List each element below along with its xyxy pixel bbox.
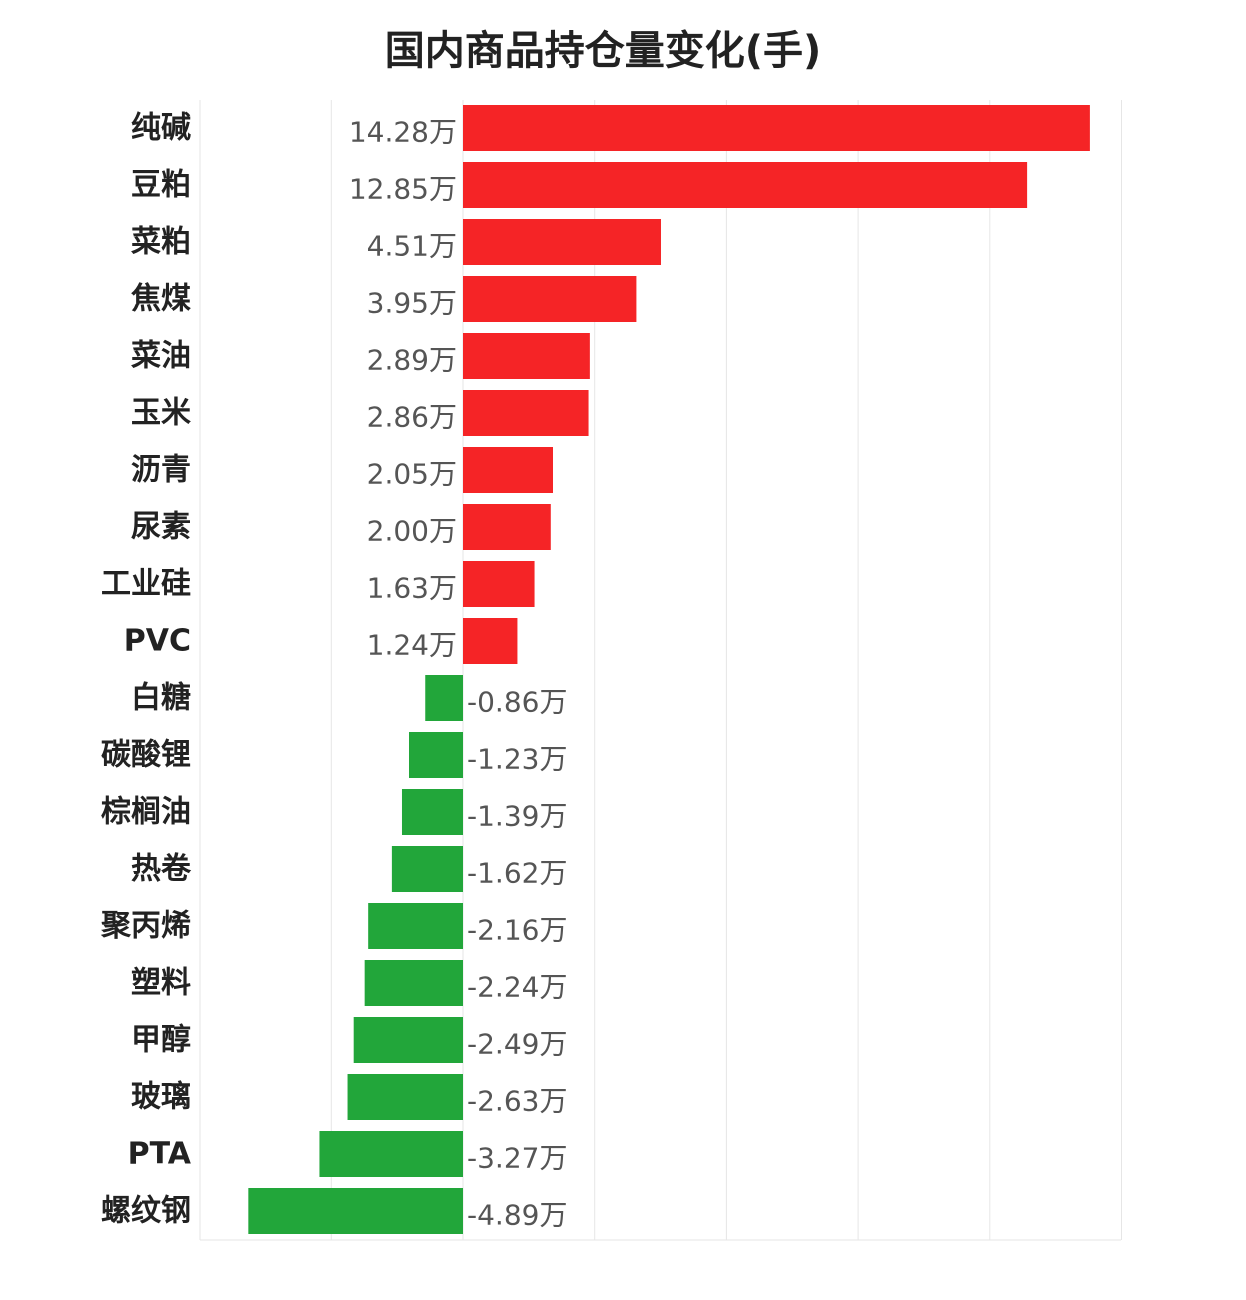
value-label: -4.89万 bbox=[467, 1199, 567, 1232]
bar-0 bbox=[463, 105, 1090, 151]
bar-5 bbox=[463, 390, 589, 436]
bar-4 bbox=[463, 333, 590, 379]
bar-15 bbox=[364, 960, 463, 1006]
bar-13 bbox=[391, 846, 463, 892]
grid-lines bbox=[199, 100, 1122, 1241]
value-label: -1.23万 bbox=[467, 743, 567, 776]
bar-6 bbox=[463, 447, 553, 493]
value-label: 12.85万 bbox=[349, 173, 457, 206]
category-label: PTA bbox=[128, 1137, 192, 1172]
value-label: -0.86万 bbox=[467, 686, 567, 719]
value-label: -2.63万 bbox=[467, 1085, 567, 1118]
category-label: 白糖 bbox=[131, 681, 191, 716]
category-label: 焦煤 bbox=[131, 282, 191, 317]
value-label: 14.28万 bbox=[349, 116, 457, 149]
bar-3 bbox=[463, 276, 637, 322]
bar-10 bbox=[425, 675, 463, 721]
bar-12 bbox=[401, 789, 463, 835]
value-label: 3.95万 bbox=[367, 287, 457, 320]
bar-14 bbox=[368, 903, 463, 949]
value-label: -3.27万 bbox=[467, 1142, 567, 1175]
category-label: PVC bbox=[124, 624, 191, 659]
bar-17 bbox=[347, 1074, 463, 1120]
category-label: 塑料 bbox=[131, 966, 191, 1001]
value-label: 2.05万 bbox=[367, 458, 457, 491]
bar-7 bbox=[463, 504, 551, 550]
value-label: 4.51万 bbox=[367, 230, 457, 263]
bar-2 bbox=[463, 219, 661, 265]
value-label: 2.86万 bbox=[367, 401, 457, 434]
category-label: 豆粕 bbox=[131, 168, 191, 203]
category-label: 螺纹钢 bbox=[101, 1194, 191, 1229]
category-label: 纯碱 bbox=[131, 111, 191, 146]
value-label: -2.16万 bbox=[467, 914, 567, 947]
category-label: 玻璃 bbox=[131, 1080, 191, 1115]
value-label: -2.49万 bbox=[467, 1028, 567, 1061]
category-label: 沥青 bbox=[131, 453, 191, 488]
bar-8 bbox=[463, 561, 535, 607]
bar-19 bbox=[248, 1188, 463, 1234]
category-label: 尿素 bbox=[131, 510, 191, 545]
category-label: 聚丙烯 bbox=[100, 909, 191, 944]
category-label: 棕榈油 bbox=[101, 795, 191, 830]
bar-16 bbox=[353, 1017, 463, 1063]
category-label: 玉米 bbox=[131, 396, 191, 431]
chart-title: 国内商品持仓量变化(手) bbox=[384, 28, 822, 74]
value-label: -1.62万 bbox=[467, 857, 567, 890]
bar-9 bbox=[463, 618, 518, 664]
bar-11 bbox=[409, 732, 463, 778]
value-label: 1.24万 bbox=[367, 629, 457, 662]
category-label: 碳酸锂 bbox=[101, 738, 191, 773]
category-label: 菜油 bbox=[131, 339, 191, 374]
value-label: 2.00万 bbox=[367, 515, 457, 548]
category-label: 热卷 bbox=[131, 852, 192, 887]
value-label: 2.89万 bbox=[367, 344, 457, 377]
value-label: -2.24万 bbox=[467, 971, 567, 1004]
category-label: 工业硅 bbox=[101, 567, 191, 602]
value-label: 1.63万 bbox=[367, 572, 457, 605]
bars bbox=[248, 105, 1090, 1234]
category-label: 甲醇 bbox=[131, 1023, 191, 1058]
category-label: 菜粕 bbox=[131, 225, 191, 260]
bar-1 bbox=[463, 162, 1028, 208]
value-label: -1.39万 bbox=[467, 800, 567, 833]
bar-18 bbox=[319, 1131, 463, 1177]
